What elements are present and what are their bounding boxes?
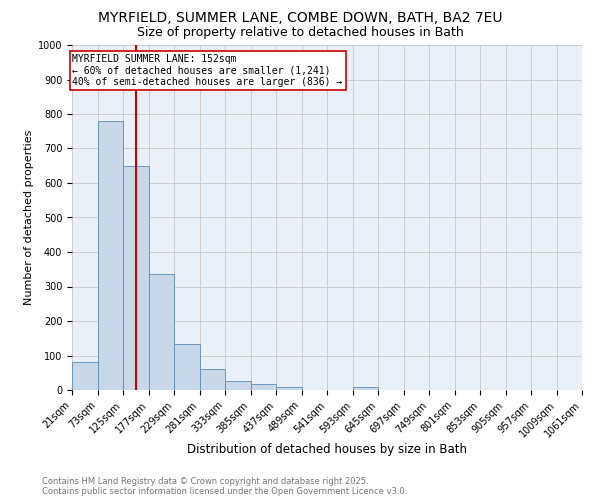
Text: Contains HM Land Registry data © Crown copyright and database right 2025.
Contai: Contains HM Land Registry data © Crown c… <box>42 476 407 496</box>
Bar <box>72 362 97 390</box>
Text: MYRFIELD, SUMMER LANE, COMBE DOWN, BATH, BA2 7EU: MYRFIELD, SUMMER LANE, COMBE DOWN, BATH,… <box>98 12 502 26</box>
Bar <box>225 382 251 390</box>
Text: Size of property relative to detached houses in Bath: Size of property relative to detached ho… <box>137 26 463 39</box>
Bar <box>199 370 225 390</box>
Bar <box>123 166 149 390</box>
Bar <box>174 344 199 390</box>
Text: MYRFIELD SUMMER LANE: 152sqm
← 60% of detached houses are smaller (1,241)
40% of: MYRFIELD SUMMER LANE: 152sqm ← 60% of de… <box>73 54 343 87</box>
Y-axis label: Number of detached properties: Number of detached properties <box>23 130 34 305</box>
Bar <box>251 384 276 390</box>
Bar <box>149 274 174 390</box>
Bar <box>276 386 302 390</box>
Bar <box>353 386 378 390</box>
Bar <box>97 121 123 390</box>
X-axis label: Distribution of detached houses by size in Bath: Distribution of detached houses by size … <box>187 443 467 456</box>
